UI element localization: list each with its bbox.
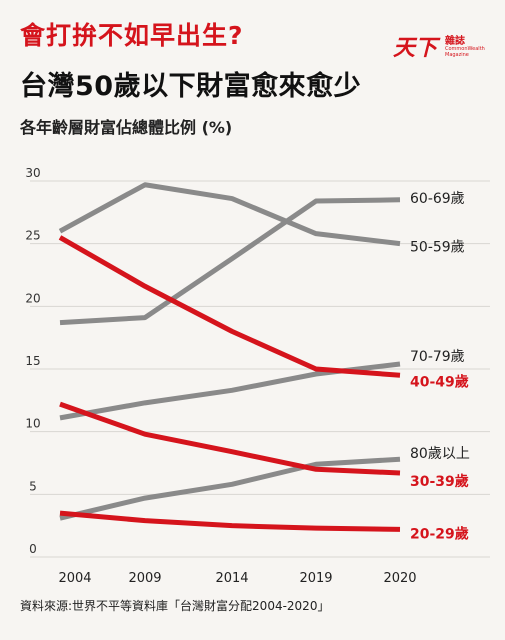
data-source-note: 資料來源:世界不平等資料庫「台灣財富分配2004-2020」 [20, 599, 330, 613]
series-line-50-59歲 [58, 182, 401, 247]
y-tick-label: 30 [25, 166, 40, 180]
series-line-30-39歲 [59, 401, 401, 476]
logo-english-text: CommonWealth Magazine [445, 46, 485, 58]
series-line-40-49歲 [58, 235, 401, 378]
y-tick-label: 15 [25, 354, 40, 368]
series-label: 30-39歲 [410, 473, 469, 490]
series-label: 20-29歲 [410, 525, 469, 542]
x-tick-label: 2019 [299, 571, 332, 586]
x-tick-label: 2009 [128, 571, 161, 586]
series-label: 60-69歲 [410, 191, 465, 207]
y-tick-label: 5 [29, 479, 37, 493]
y-tick-label: 25 [25, 229, 40, 243]
series-labels: 60-69歲 50-59歲 70-79歲 40-49歲 80歲以上 30-39歲 20-29… [410, 191, 470, 543]
x-tick-label: 2004 [58, 571, 91, 586]
y-tick-label: 20 [25, 291, 40, 305]
x-tick-label: 2020 [383, 571, 416, 586]
chart-subtitle: 各年齡層財富佔總體比例 (%) [20, 118, 233, 137]
chart-title: 台灣50歲以下財富愈來愈少 [20, 71, 362, 102]
series-label: 50-59歲 [410, 240, 465, 256]
series-label: 80歲以上 [410, 446, 470, 462]
series-label: 40-49歲 [410, 373, 469, 390]
series-line-80歲以上 [59, 456, 401, 521]
commonwealth-logo: 天下 雜誌 CommonWealth Magazine [393, 30, 493, 66]
logo-magazine-text: 雜誌 [445, 36, 465, 47]
headline-question: 會打拚不如早出生? [20, 21, 244, 50]
y-tick-label: 10 [25, 417, 40, 431]
series-line-60-69歲 [59, 197, 401, 326]
x-tick-labels: 2004 2009 2014 2019 2020 [58, 571, 416, 586]
series-line-20-29歲 [59, 510, 401, 532]
grid-layer [30, 180, 490, 558]
x-tick-label: 2014 [215, 571, 248, 586]
y-tick-labels: 0 5 10 15 20 25 30 [25, 166, 40, 556]
logo-main-text: 天下 [393, 35, 438, 61]
y-tick-label: 0 [29, 542, 37, 556]
series-lines [58, 182, 401, 532]
series-label: 70-79歲 [410, 349, 465, 365]
